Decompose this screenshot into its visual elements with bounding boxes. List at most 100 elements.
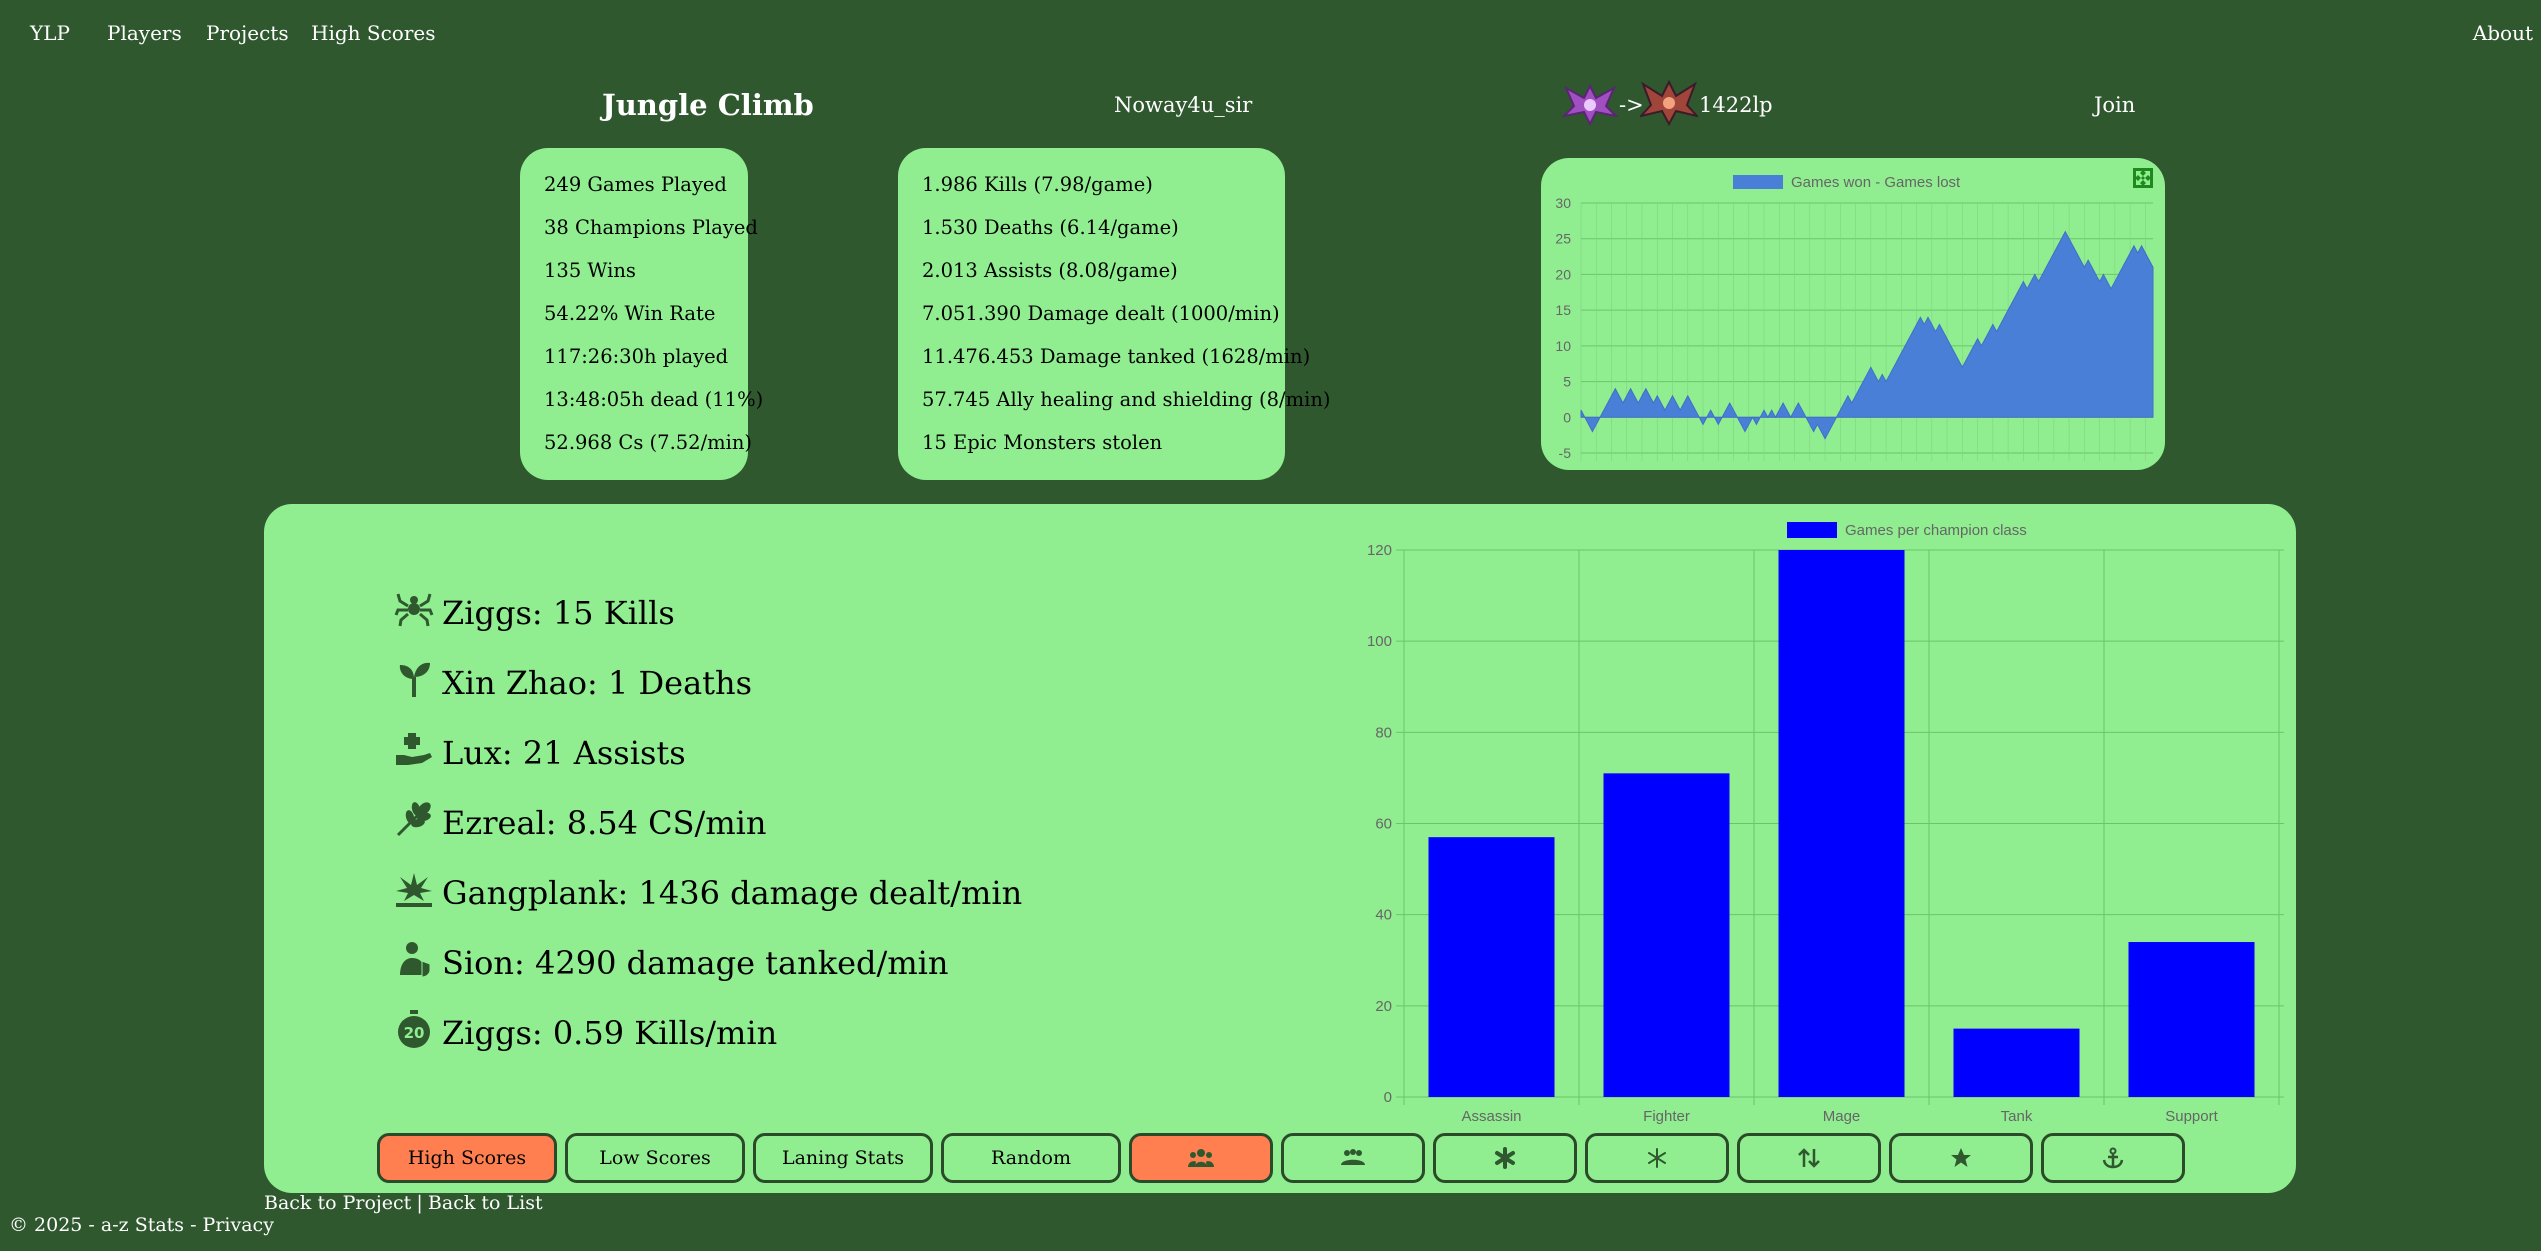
- anchor-icon: [2102, 1147, 2124, 1169]
- class-bar-chart: Games per champion class 0 20 40 60 80 100 120 A…: [1367, 522, 2284, 1125]
- y-tick-label: 5: [1563, 374, 1571, 390]
- stat-damage-tanked: 11.476.453 Damage tanked (1628/min): [922, 345, 1311, 368]
- back-to-project-link[interactable]: Back to Project: [264, 1192, 412, 1214]
- copyright[interactable]: © 2025 - a-z Stats - Privacy: [9, 1214, 274, 1236]
- stat-kills: 1.986 Kills (7.98/game): [922, 173, 1153, 196]
- y-tick-label: 10: [1555, 338, 1571, 354]
- stat-healing: 57.745 Ally healing and shielding (8/min…: [922, 388, 1331, 411]
- filter-users-button[interactable]: [1129, 1133, 1273, 1183]
- nav-item-high-scores[interactable]: High Scores: [311, 21, 436, 45]
- y-tick-label: 0: [1563, 409, 1571, 425]
- brand-link[interactable]: YLP: [30, 21, 70, 45]
- highlight-damage-tanked-text: Sion: 4290 damage tanked/min: [442, 944, 949, 982]
- x-tick-label: Support: [2165, 1108, 2218, 1125]
- y-tick-label: 0: [1384, 1089, 1392, 1106]
- y-tick-label: 80: [1375, 724, 1392, 741]
- highlight-kills-per-min-text: Ziggs: 0.59 Kills/min: [442, 1014, 778, 1052]
- stat-wins: 135 Wins: [544, 259, 636, 282]
- legend-swatch: [1787, 522, 1837, 538]
- bar-mage: [1778, 550, 1905, 1097]
- highlight-kills-text: Ziggs: 15 Kills: [442, 594, 675, 632]
- highlight-deaths-text: Xin Zhao: 1 Deaths: [442, 664, 753, 702]
- seedling-icon: [394, 659, 442, 707]
- nav-item-about[interactable]: About: [2472, 21, 2533, 45]
- asterisk-bold-icon: [1495, 1147, 1515, 1169]
- general-stats-card: 249 Games Played 38 Champions Played 135…: [520, 148, 763, 480]
- highlight-assists: Lux: 21 Assists: [394, 729, 686, 777]
- y-tick-label: 60: [1375, 816, 1392, 833]
- x-tick-label: Tank: [2001, 1108, 2033, 1125]
- highlight-damage-dealt: Gangplank: 1436 damage dealt/min: [394, 869, 1022, 917]
- player-name[interactable]: Noway4u_sir: [1114, 93, 1253, 117]
- y-tick-label: 100: [1367, 633, 1392, 650]
- stopwatch-20-icon: 20: [394, 1009, 442, 1057]
- rank-emblem-start-icon: [1560, 80, 1620, 127]
- bar-support: [2128, 942, 2255, 1097]
- users-icon: [1188, 1149, 1214, 1167]
- nav-item-players[interactable]: Players: [107, 21, 182, 45]
- star-icon: [1951, 1148, 1971, 1167]
- nav-bar: YLP Players Projects High Scores About: [0, 0, 2541, 65]
- y-tick-label: -5: [1559, 445, 1572, 461]
- asterisk-thin-icon: [1648, 1148, 1666, 1168]
- highlight-assists-text: Lux: 21 Assists: [442, 734, 686, 772]
- highlight-cs-text: Ezreal: 8.54 CS/min: [442, 804, 767, 842]
- page-title: Jungle Climb: [602, 88, 814, 122]
- bar-assassin: [1428, 837, 1555, 1097]
- helping-hand-icon: [394, 729, 442, 777]
- filter-thin-asterisk-button[interactable]: [1585, 1133, 1729, 1183]
- highlight-cs: Ezreal: 8.54 CS/min: [394, 799, 767, 847]
- legend-label: Games won - Games lost: [1791, 174, 1961, 191]
- filter-group-button[interactable]: [1281, 1133, 1425, 1183]
- legend-label: Games per champion class: [1845, 522, 2027, 539]
- people-group-icon: [1341, 1149, 1365, 1165]
- tab-laning-stats[interactable]: Laning Stats: [753, 1133, 933, 1183]
- tab-low-scores[interactable]: Low Scores: [565, 1133, 745, 1183]
- highlights-list: Ziggs: 15 Kills Xin Zhao: 1 Deaths Lux: …: [394, 589, 1194, 1109]
- stat-time-dead: 13:48:05h dead (11%): [544, 388, 764, 411]
- y-tick-label: 20: [1555, 266, 1571, 282]
- y-tick-label: 15: [1555, 302, 1571, 318]
- rank-arrow: ->: [1619, 93, 1644, 117]
- scores-toolbar: High Scores Low Scores Laning Stats Rand…: [377, 1133, 2277, 1185]
- expand-icon[interactable]: [2133, 168, 2153, 188]
- legend-swatch: [1733, 175, 1783, 189]
- y-tick-label: 25: [1555, 231, 1571, 247]
- tab-random[interactable]: Random: [941, 1133, 1121, 1183]
- favorite-button[interactable]: [1889, 1133, 2033, 1183]
- person-shield-icon: [394, 939, 442, 987]
- stat-cs: 52.968 Cs (7.52/min): [544, 431, 753, 454]
- join-link[interactable]: Join: [2094, 93, 2136, 117]
- lp-value: 1422lp: [1699, 93, 1773, 117]
- stat-assists: 2.013 Assists (8.08/game): [922, 259, 1178, 282]
- sort-button[interactable]: [1737, 1133, 1881, 1183]
- bar-fighter: [1603, 773, 1730, 1097]
- stat-games-played: 249 Games Played: [544, 173, 727, 196]
- sort-arrows-icon: [1798, 1148, 1820, 1168]
- stat-deaths: 1.530 Deaths (6.14/game): [922, 216, 1179, 239]
- explosion-icon: [394, 869, 442, 917]
- stat-time-played: 117:26:30h played: [544, 345, 729, 368]
- y-tick-label: 30: [1555, 195, 1571, 211]
- anchor-button[interactable]: [2041, 1133, 2185, 1183]
- wheat-icon: [394, 799, 442, 847]
- x-tick-label: Mage: [1823, 1108, 1861, 1125]
- stat-champions-played: 38 Champions Played: [544, 216, 758, 239]
- x-tick-label: Assassin: [1461, 1108, 1521, 1125]
- highlight-damage-dealt-text: Gangplank: 1436 damage dealt/min: [442, 874, 1023, 912]
- y-tick-label: 20: [1375, 998, 1392, 1015]
- winloss-chart-card: Games won - Games lost -5 0 5 10 15 20 25 30: [1541, 158, 2165, 470]
- nav-item-projects[interactable]: Projects: [206, 21, 289, 45]
- y-tick-label: 120: [1367, 542, 1392, 559]
- stat-epic-monsters: 15 Epic Monsters stolen: [922, 431, 1163, 454]
- highlight-kills: Ziggs: 15 Kills: [394, 589, 675, 637]
- highlight-kills-per-min: 20 Ziggs: 0.59 Kills/min: [394, 1009, 777, 1057]
- back-to-list-link[interactable]: Back to List: [427, 1192, 543, 1214]
- spider-icon: [394, 589, 442, 637]
- tab-high-scores[interactable]: High Scores: [377, 1133, 557, 1183]
- highlights-card: Ziggs: 15 Kills Xin Zhao: 1 Deaths Lux: …: [264, 504, 2296, 1193]
- series-area: [1580, 230, 2154, 440]
- svg-text:20: 20: [404, 1024, 425, 1042]
- footer-separator: |: [416, 1192, 423, 1214]
- filter-bold-asterisk-button[interactable]: [1433, 1133, 1577, 1183]
